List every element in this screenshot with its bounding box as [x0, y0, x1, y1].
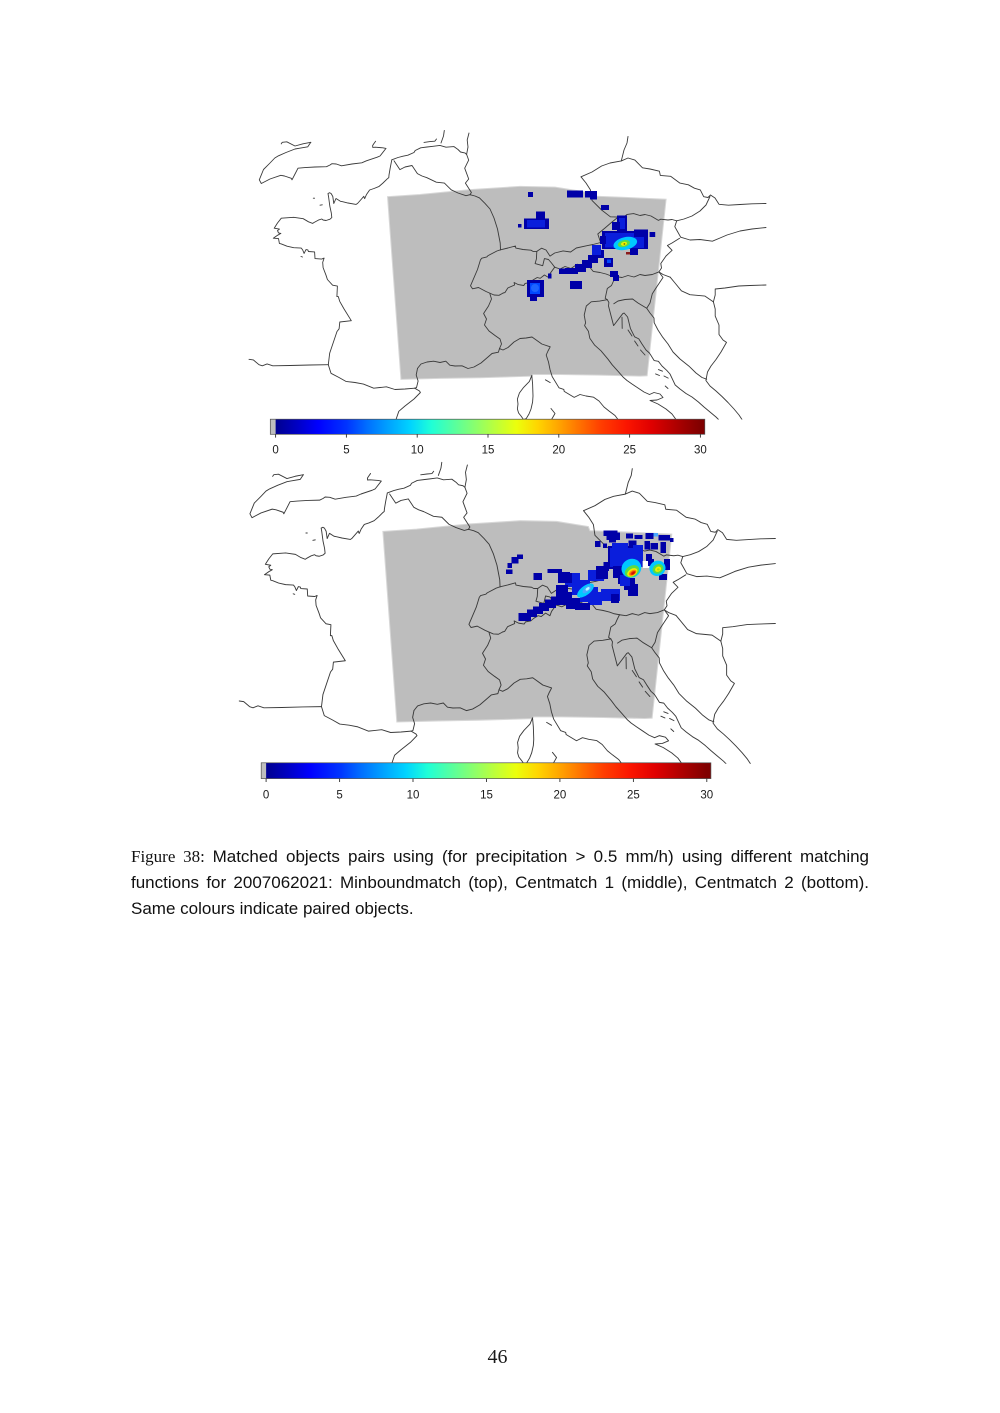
svg-text:5: 5	[343, 445, 349, 457]
svg-text:5: 5	[336, 790, 342, 802]
svg-text:10: 10	[407, 790, 420, 802]
svg-text:10: 10	[411, 445, 424, 457]
svg-text:15: 15	[482, 445, 495, 457]
svg-text:25: 25	[627, 790, 640, 802]
svg-text:20: 20	[552, 445, 565, 457]
svg-text:20: 20	[554, 790, 567, 802]
svg-text:30: 30	[700, 790, 713, 802]
svg-text:0: 0	[263, 790, 269, 802]
svg-text:25: 25	[623, 445, 636, 457]
svg-text:15: 15	[480, 790, 493, 802]
svg-text:30: 30	[694, 445, 707, 457]
svg-text:0: 0	[272, 445, 278, 457]
